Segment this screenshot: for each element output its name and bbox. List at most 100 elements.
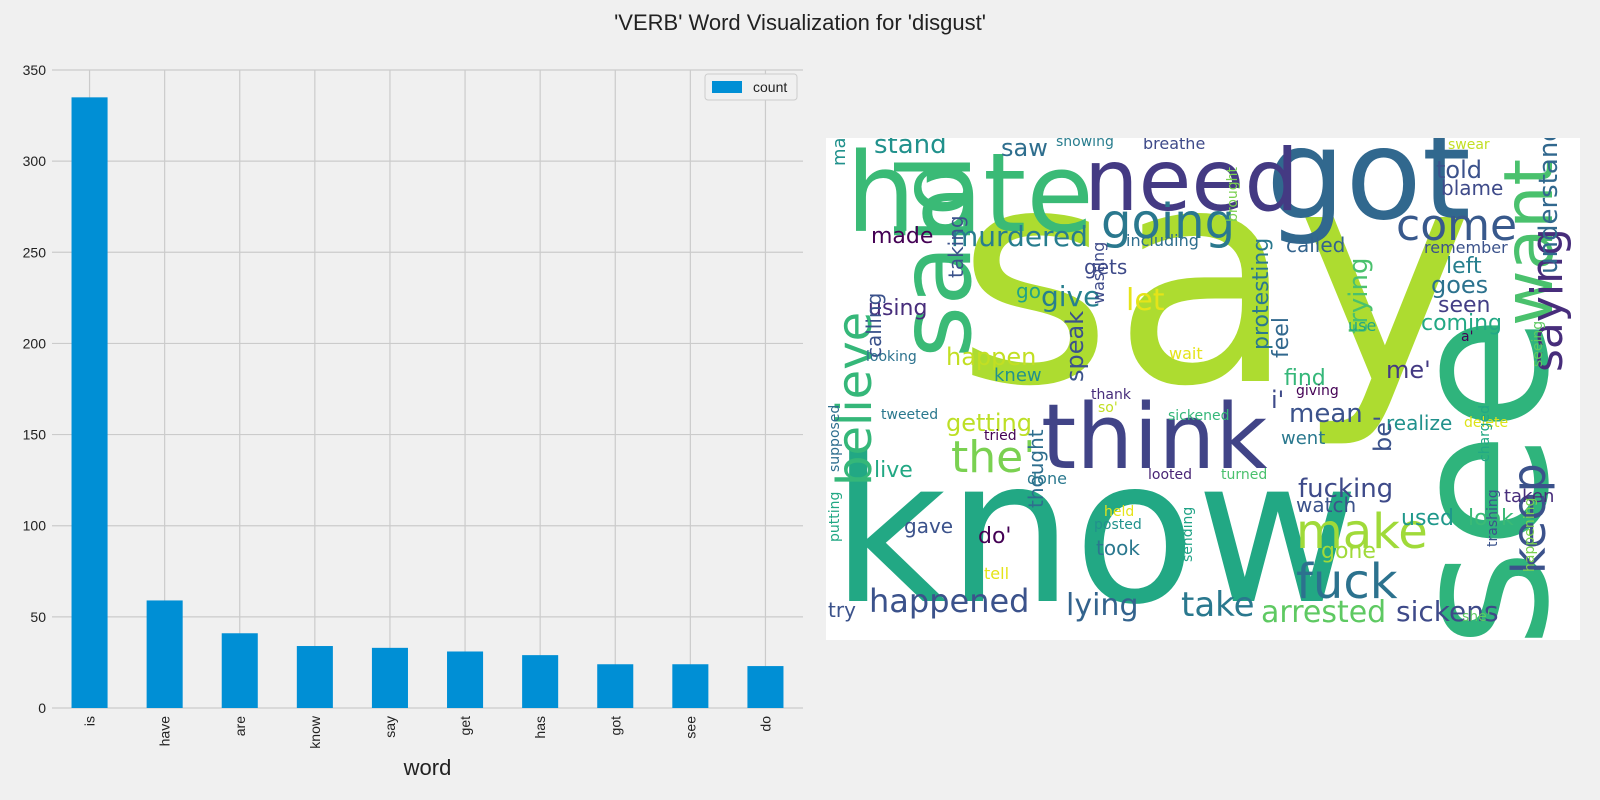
x-tick-label: know [307,715,323,749]
cloud-word-called: called [1286,233,1346,257]
cloud-word-happening: happening [1522,497,1538,572]
y-tick-label: 50 [30,609,46,625]
cloud-word-taken: taken [1504,486,1555,507]
cloud-word-go: go [1016,279,1041,303]
y-tick-label: 0 [38,700,46,716]
cloud-word-come: come [1396,200,1518,251]
cloud-word-me: me' [1386,356,1431,384]
cloud-word-hate: hate [846,138,1094,257]
bar-is [71,97,108,709]
cloud-word-do: do' [978,524,1012,549]
cloud-word-blame: blame [1441,176,1504,200]
cloud-word-saw: saw [1001,138,1048,162]
bar-has [522,655,559,708]
cloud-word-gets: gets [1084,255,1128,279]
cloud-word-she: she' [1462,609,1491,625]
bar-know [296,646,333,708]
cloud-word-need: need [1084,138,1299,231]
cloud-word-take: take [1181,585,1255,625]
cloud-word-wasting: wasting [1089,241,1108,304]
y-tick-label: 200 [23,335,47,351]
cloud-word-think: think [1041,385,1268,490]
cloud-word-try: try [828,598,856,622]
cloud-word-including: including [1126,231,1199,250]
cloud-word-goes: goes [1431,271,1489,299]
bar-do [747,666,784,708]
bar-say [371,647,408,708]
cloud-word-a: a' [1461,329,1474,345]
bar-get [447,651,484,708]
cloud-word-wait: wait [1169,344,1203,363]
cloud-word-know: know [831,416,1360,640]
cloud-word-knew: knew [994,365,1042,386]
cloud-word-coming: coming [1421,311,1503,336]
cloud-word-got: got [1266,138,1471,248]
bar-chart: 0 50 100 150 200 250 300 350 is have are know say get… [23,62,803,780]
cloud-word-taking: taking [944,215,968,278]
x-tick-label: do [757,716,773,732]
cloud-word-gave: gave [904,514,954,538]
cloud-word-sending: sending [1180,506,1196,562]
cloud-word-stand: stand [874,138,947,160]
cloud-word-looking: looking [866,349,917,365]
legend-box [704,73,798,101]
cloud-word-done: done [1027,469,1067,488]
cloud-word-live: live [874,458,913,483]
cloud-word-fuck: fuck [1296,554,1398,610]
cloud-word-going: going [1101,194,1236,250]
cloud-word-mean: mean [1289,399,1363,429]
cloud-word-remember: remember [1424,238,1508,257]
cloud-word-charged: charged [1477,404,1493,462]
bar-see [672,664,709,708]
cloud-word-turned: turned [1221,467,1268,483]
cloud-word-putting: putting [827,491,843,542]
cloud-word-happen: happen [946,343,1037,371]
cloud-word-took: took [1096,536,1140,560]
x-tick-label: get [457,716,473,736]
cloud-word-sickened: sickened [1168,408,1230,424]
cloud-word-seeing: seeing [1530,320,1546,367]
x-tick-label: say [382,716,398,738]
cloud-word-posted: posted [1094,517,1142,533]
cloud-word-understand: understand [1534,138,1564,274]
x-tick-label: is [82,716,98,726]
cloud-word-breathe: breathe [1143,138,1206,153]
x-tick-label: see [682,716,698,739]
cloud-word-make: make [1296,504,1428,560]
cloud-word-brought: brought [1225,166,1241,222]
bar-got [597,664,634,708]
cloud-word-sickens: sickens [1396,595,1499,628]
cloud-word-arrested: arrested [1261,595,1387,630]
cloud-word-watch: watch [1296,493,1357,517]
cloud-word-made: made [871,224,934,249]
cloud-word-using: using [868,296,928,321]
cloud-word-murdered: murdered [951,220,1088,253]
y-tick-label: 100 [23,518,47,534]
bar-are [221,633,258,708]
cloud-word-speak: speak [1061,310,1089,382]
cloud-word-look: look [1468,506,1514,531]
x-tick-label: has [532,716,548,739]
cloud-word-tweeted: tweeted [881,407,939,423]
cloud-word-use: use [1348,316,1377,335]
cloud-word-realize: realize [1386,411,1453,435]
y-tick-label: 250 [23,244,47,260]
x-tick-label: are [232,716,248,736]
cloud-word-feel: feel [1269,317,1294,358]
cloud-word-left: left [1446,254,1482,279]
cloud-word-held: held [1104,504,1135,520]
x-tick-label: got [607,716,623,736]
y-tick-label: 300 [23,153,47,169]
cloud-word-told: told [1436,156,1482,184]
word-cloud-panel: say know see hate got need think said want going b… [826,138,1580,640]
cloud-word-be: be' [1369,415,1397,452]
y-tick-label: 350 [23,62,47,78]
cloud-word-trashing: trashing [1485,489,1501,547]
cloud-word-delete: delete [1464,415,1509,431]
cloud-word-tell: tell [984,564,1010,583]
cloud-word-getting: getting [946,409,1032,437]
cloud-word-said: said [877,153,994,358]
cloud-word-so: so' [1098,400,1118,416]
cloud-word-supposed: supposed [827,404,843,472]
x-tick-label: have [157,716,173,747]
